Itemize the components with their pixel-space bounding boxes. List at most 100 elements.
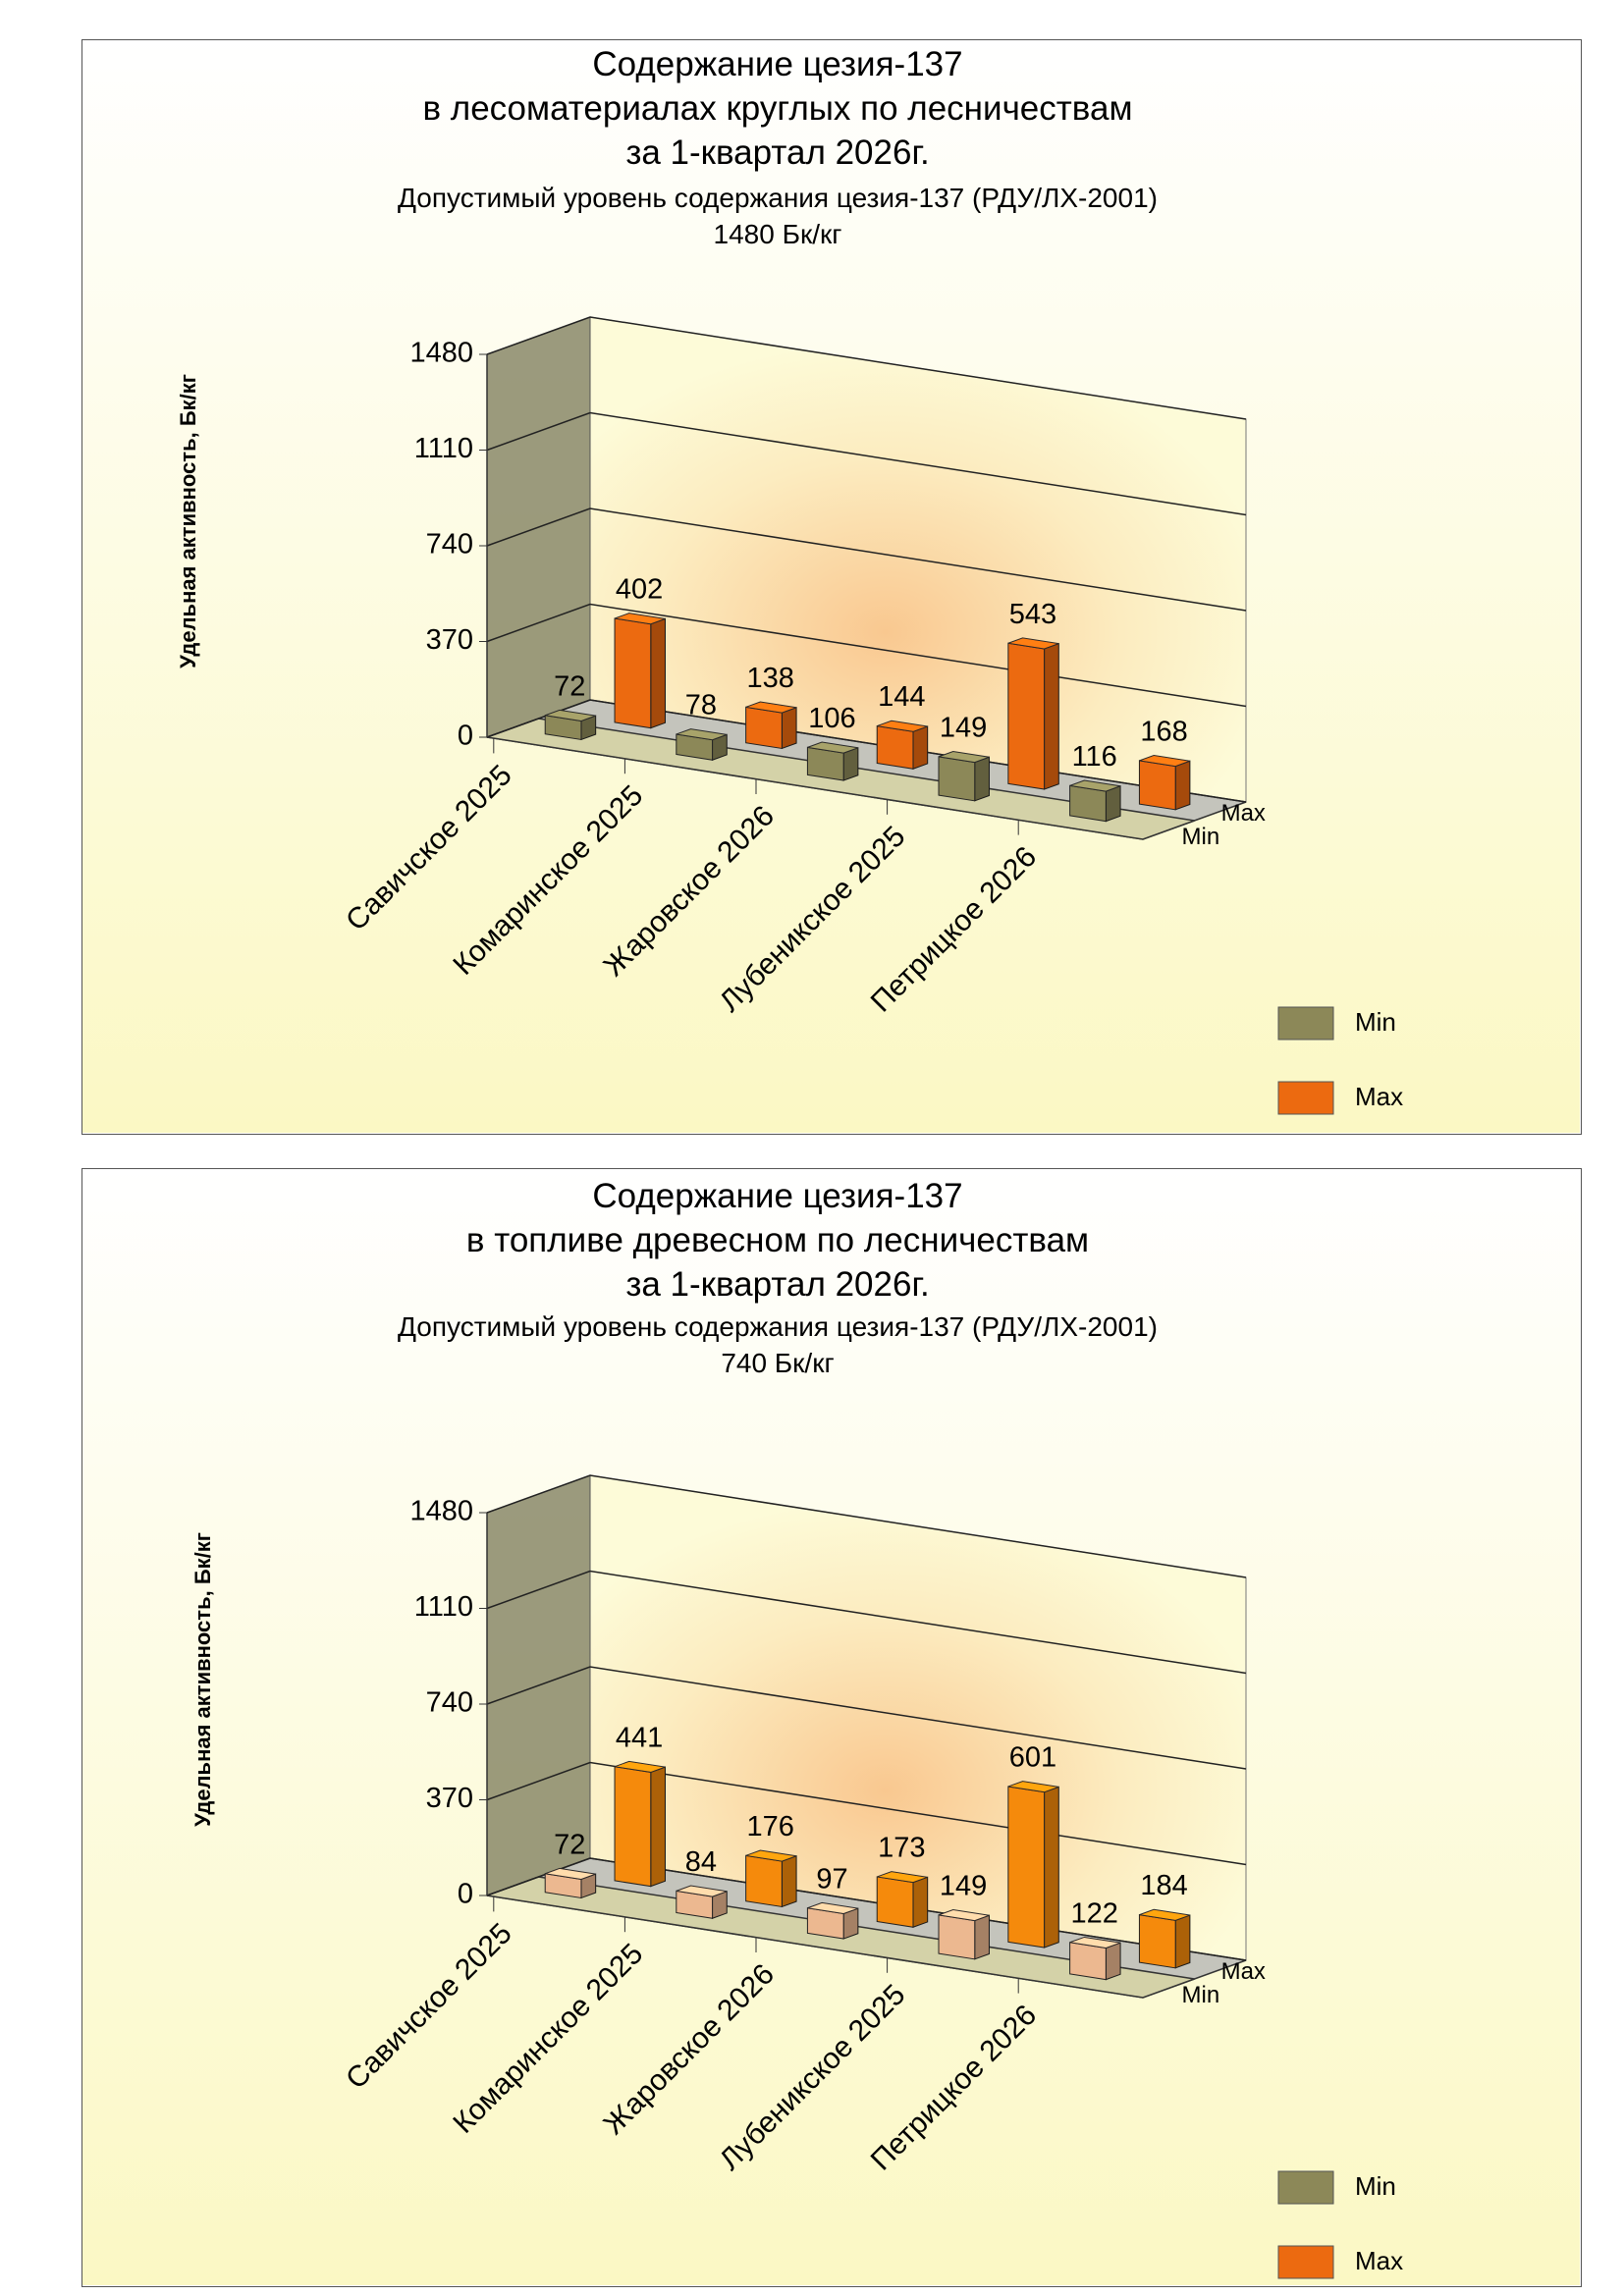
bar-side	[1105, 785, 1121, 823]
data-label: 601	[1009, 1741, 1056, 1773]
bar-side	[974, 756, 990, 802]
bar-side	[974, 1914, 990, 1960]
bar-side	[1044, 642, 1059, 790]
legend-swatch	[1277, 2245, 1334, 2279]
bar-top	[877, 720, 928, 732]
bar-top	[545, 1867, 596, 1880]
bar-top	[745, 1849, 797, 1862]
data-label: 144	[878, 681, 925, 713]
legend-label: Min	[1355, 1007, 1396, 1037]
bar-top	[1007, 637, 1059, 650]
chart-subtitle: 740 Бк/кг	[721, 1348, 834, 1378]
chart-subtitle: Допустимый уровень содержания цезия-137 …	[398, 183, 1158, 213]
data-label: 168	[1140, 716, 1187, 747]
depth-label: Min	[1182, 1982, 1220, 2008]
chart-title: за 1-квартал 2026г.	[625, 133, 929, 172]
bar-side	[781, 1855, 797, 1908]
bar-top	[877, 1871, 928, 1884]
grid-line	[486, 507, 1247, 612]
y-tick-label: 1110	[414, 433, 473, 464]
y-tick-label: 740	[426, 1687, 473, 1719]
data-label: 97	[816, 1863, 847, 1895]
data-label: 149	[940, 712, 987, 743]
grid-line	[486, 1666, 1247, 1770]
bar-top	[807, 741, 859, 754]
bar-top	[1139, 755, 1191, 768]
y-tick-label: 1480	[409, 1496, 473, 1527]
bar-top	[676, 728, 728, 741]
grid-line	[486, 316, 1247, 420]
y-tick-label: 0	[458, 721, 473, 752]
bar-side	[781, 707, 797, 750]
bar-front	[938, 1914, 976, 1960]
bar-front	[1069, 784, 1107, 823]
bar-top	[938, 751, 990, 764]
data-label: 138	[747, 663, 794, 694]
bar-front	[614, 617, 652, 729]
legend-label: Max	[1355, 2246, 1403, 2275]
y-tick-label: 370	[426, 624, 473, 656]
chart: Содержание цезия-137 в топливе древесном …	[82, 1169, 1580, 2285]
chart-title: в лесоматериалах круглых по лесничествам	[422, 89, 1132, 128]
y-tick-label: 1480	[409, 338, 473, 369]
bar-front	[938, 756, 976, 802]
bar-top	[1139, 1908, 1191, 1921]
chart-subtitle: 1480 Бк/кг	[714, 219, 842, 249]
legend-label: Max	[1355, 1082, 1403, 1111]
y-axis-label: Удельная активность, Бк/кг	[176, 374, 200, 668]
bar-side	[1105, 1942, 1121, 1981]
y-axis-label: Удельная активность, Бк/кг	[190, 1532, 215, 1827]
chart-title: за 1-квартал 2026г.	[625, 1265, 929, 1304]
depth-label: Max	[1221, 800, 1266, 827]
bar-side	[912, 1876, 929, 1928]
data-label: 402	[616, 574, 663, 606]
bar-front	[876, 1876, 914, 1928]
data-label: 106	[808, 703, 855, 734]
legend-label: Min	[1355, 2171, 1396, 2201]
bar-top	[938, 1909, 990, 1922]
grid-line	[486, 1570, 1247, 1675]
grid-line	[486, 411, 1247, 516]
bar-side	[650, 617, 666, 729]
y-tick-label: 1110	[414, 1591, 473, 1623]
bar-side	[1174, 760, 1191, 811]
grid-line	[486, 1474, 1247, 1578]
data-label: 441	[616, 1722, 663, 1753]
bar-top	[614, 1760, 666, 1773]
data-label: 149	[940, 1870, 987, 1901]
bar-front	[614, 1766, 652, 1888]
data-label: 116	[1072, 741, 1117, 773]
chart-frame: Содержание цезия-137 в лесоматериалах кру…	[81, 39, 1582, 1135]
y-tick-label: 740	[426, 529, 473, 561]
data-label: 122	[1070, 1897, 1117, 1929]
data-label: 184	[1140, 1870, 1187, 1901]
bar-side	[650, 1766, 666, 1888]
data-label: 173	[878, 1832, 925, 1863]
chart-title: Содержание цезия-137	[592, 45, 962, 83]
bar-side	[912, 725, 929, 770]
data-label: 72	[554, 670, 585, 702]
y-tick-label: 0	[458, 1879, 473, 1910]
bar-top	[545, 709, 596, 721]
data-label: 72	[554, 1829, 585, 1860]
bar-front	[745, 1854, 783, 1908]
legend-swatch	[1277, 1006, 1334, 1041]
y-tick-label: 370	[426, 1783, 473, 1814]
bar-top	[745, 701, 797, 714]
bar-top	[1069, 1936, 1121, 1949]
depth-label: Max	[1221, 1958, 1266, 1985]
data-label: 84	[685, 1846, 717, 1878]
legend-swatch	[1277, 1081, 1334, 1115]
bar-front	[1007, 1786, 1046, 1949]
bar-top	[1007, 1781, 1059, 1793]
data-label: 543	[1009, 599, 1056, 630]
legend-swatch	[1277, 2170, 1334, 2205]
bar-front	[745, 706, 783, 750]
chart-title: Содержание цезия-137	[592, 1177, 962, 1215]
bar-side	[1174, 1914, 1191, 1969]
bar-front	[876, 724, 914, 770]
bar-front	[1138, 1914, 1176, 1969]
bar-front	[1007, 642, 1046, 790]
data-label: 176	[747, 1811, 794, 1842]
